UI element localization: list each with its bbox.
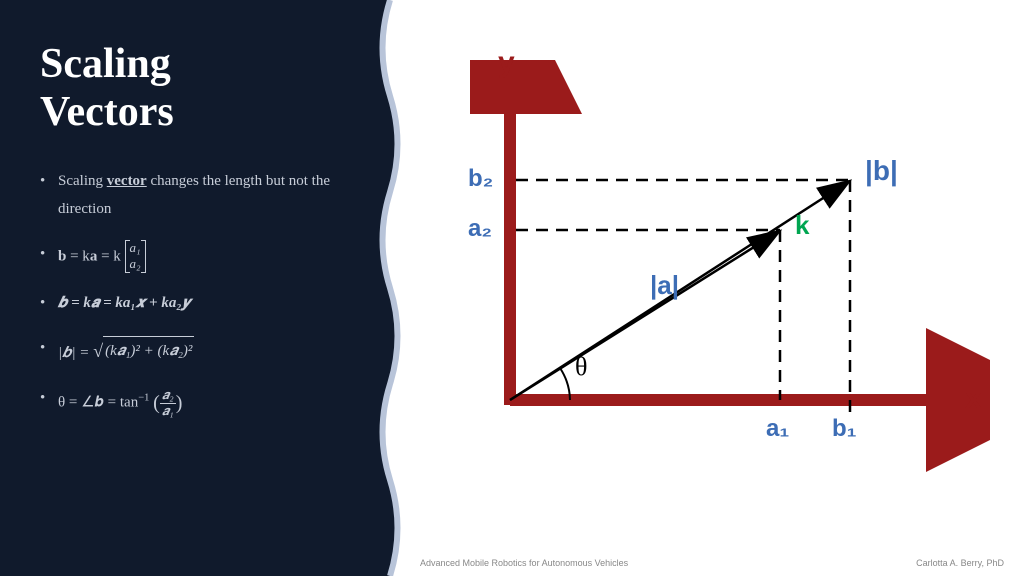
k-label: k: [795, 210, 809, 241]
theta-label: θ: [575, 352, 587, 382]
bullet-4: |𝒃| = √(k𝒂₁)² + (k𝒂₂)²: [40, 334, 350, 368]
diagram-svg: [470, 60, 990, 480]
x-axis-label: x: [965, 382, 982, 416]
b2-label: b₂: [468, 165, 493, 193]
footer-right: Carlotta A. Berry, PhD: [916, 558, 1004, 568]
b2-eq2: = k: [97, 248, 124, 264]
b2-eq: = k: [66, 248, 89, 264]
b4-sqrt: √(k𝒂₁)² + (k𝒂₂)²: [93, 334, 194, 368]
bullet-list: Scaling vector changes the length but no…: [40, 167, 350, 422]
b2-matrix: a₁a₂: [125, 240, 146, 274]
b2-m2: a₂: [130, 256, 141, 273]
b5-den: 𝒂₁: [160, 404, 176, 418]
slide: Scaling Vectors Scaling vector changes t…: [0, 0, 1024, 576]
b3-text: 𝒃 = k𝒂 = ka₁𝒙 + ka₂𝒚: [58, 295, 191, 311]
footer: Advanced Mobile Robotics for Autonomous …: [420, 558, 1004, 568]
bullet-1: Scaling vector changes the length but no…: [40, 167, 350, 224]
b4-body: (k𝒂₁)² + (k𝒂₂)²: [103, 336, 194, 366]
a2-label: a₂: [468, 215, 492, 243]
vector-diagram: y x b₂ a₂ a₁ b₁ |a| |b| k θ: [470, 60, 990, 480]
b1-label: b₁: [832, 415, 857, 443]
a1-label: a₁: [766, 415, 789, 443]
slide-title: Scaling Vectors: [40, 40, 350, 137]
bullet-2: b = ka = k a₁a₂: [40, 240, 350, 274]
y-axis-label: y: [498, 46, 515, 80]
b5-sup: −1: [138, 393, 149, 404]
left-panel: Scaling Vectors Scaling vector changes t…: [0, 0, 380, 576]
footer-left: Advanced Mobile Robotics for Autonomous …: [420, 558, 628, 568]
a-mag-label: |a|: [650, 270, 679, 301]
title-line-1: Scaling: [40, 41, 171, 87]
bullet-3: 𝒃 = k𝒂 = ka₁𝒙 + ka₂𝒚: [40, 289, 350, 318]
title-line-2: Vectors: [40, 89, 174, 135]
bullet-5: θ = ∠𝒃 = tan−1 (𝒂₂𝒂₁): [40, 384, 350, 422]
b4-lhs: |𝒃| =: [58, 345, 93, 361]
b2-m1: a₁: [130, 240, 141, 257]
b5-frac: 𝒂₂𝒂₁: [160, 388, 176, 418]
right-panel: y x b₂ a₂ a₁ b₁ |a| |b| k θ: [380, 0, 1024, 576]
b1-u: vector: [107, 173, 147, 189]
wave-edge: [370, 0, 410, 576]
b1-pre: Scaling: [58, 173, 107, 189]
b5-num: 𝒂₂: [160, 388, 176, 403]
b-mag-label: |b|: [865, 155, 898, 187]
b5-pre: θ = ∠𝒃 = tan: [58, 395, 138, 411]
